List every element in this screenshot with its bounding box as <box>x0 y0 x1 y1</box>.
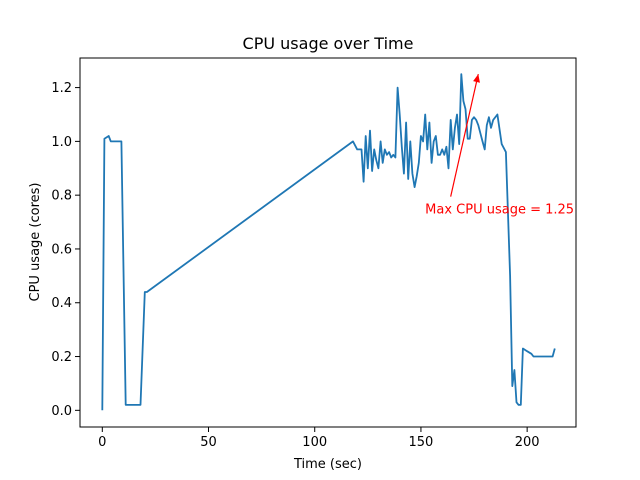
y-tick-label: 0.0 <box>51 404 72 419</box>
max-annotation-arrowhead <box>473 74 480 83</box>
y-tick-label: 1.0 <box>51 135 72 150</box>
x-axis: 0 50 100 150 200 <box>98 427 540 450</box>
x-tick-label: 200 <box>515 435 540 450</box>
y-tick-label: 1.2 <box>51 81 72 96</box>
x-tick-label: 150 <box>409 435 434 450</box>
annotation: Max CPU usage = 1.25 <box>425 74 574 218</box>
cpu-usage-line <box>101 73 556 411</box>
axes-frame <box>79 57 577 428</box>
max-annotation-text: Max CPU usage = 1.25 <box>425 203 574 218</box>
y-tick-label: 0.6 <box>51 242 72 257</box>
y-axis-label: CPU usage (cores) <box>28 183 43 302</box>
max-annotation-arrow <box>450 74 479 197</box>
y-tick-label: 0.4 <box>51 296 72 311</box>
y-tick-label: 0.2 <box>51 350 72 365</box>
x-axis-label: Time (sec) <box>293 457 362 472</box>
x-tick-label: 100 <box>302 435 327 450</box>
x-tick-label: 50 <box>200 435 217 450</box>
y-axis: 0.0 0.2 0.4 0.6 0.8 1.0 1.2 <box>51 81 80 419</box>
plot-area <box>101 73 556 411</box>
x-tick-label: 0 <box>98 435 106 450</box>
y-tick-label: 0.8 <box>51 189 72 204</box>
chart-title: CPU usage over Time <box>243 34 414 53</box>
